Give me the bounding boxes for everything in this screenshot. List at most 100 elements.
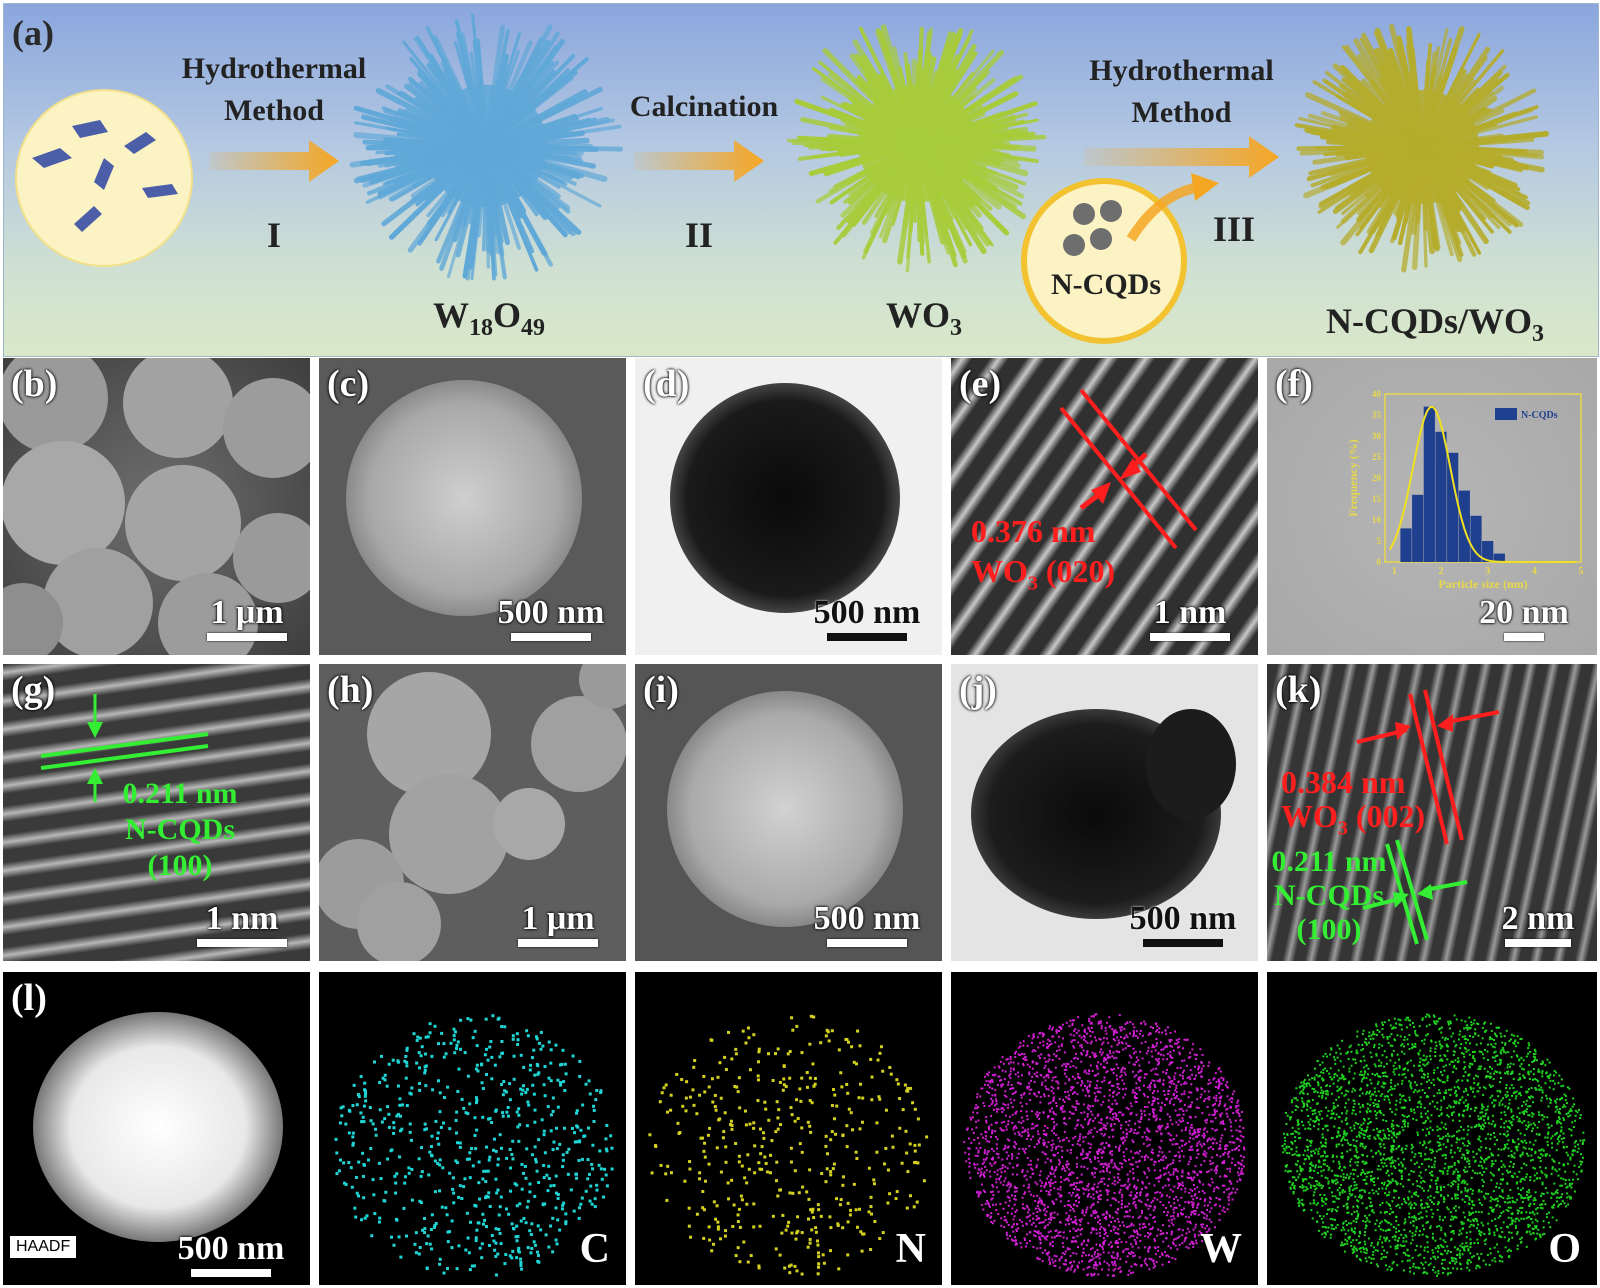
histogram-bar xyxy=(1412,494,1424,562)
arrow-step2 xyxy=(634,140,764,182)
element-label-c: C xyxy=(579,1226,610,1272)
y-tick-label: 30 xyxy=(1372,431,1382,441)
histogram-bar xyxy=(1435,431,1447,562)
scalebar-c: 500 nm xyxy=(486,595,616,641)
y-tick-label: 10 xyxy=(1372,515,1382,525)
panel-label-a: (a) xyxy=(12,13,54,53)
ncqd-wo3-urchin xyxy=(1294,23,1549,273)
arrow-step3 xyxy=(1084,136,1279,178)
panel-label-e: (e) xyxy=(959,363,1002,405)
panel-k: (k) 0.384 nm WO3 (002) 0.211 nm N-CQDs (… xyxy=(1267,664,1597,961)
plane-red-k: WO3 (002) xyxy=(1281,798,1426,840)
haadf-sphere xyxy=(33,1012,283,1242)
scalebar-f: 20 nm xyxy=(1469,595,1579,641)
panel-j: (j) 500 nm xyxy=(951,664,1258,961)
product-wo3: WO3 xyxy=(885,295,962,342)
map-dots-w xyxy=(963,1013,1246,1277)
histogram-bar xyxy=(1400,528,1412,562)
panel-label-g: (g) xyxy=(11,669,56,711)
panel-e: (e) 0.376 nm WO3 (020) 1 nm xyxy=(951,358,1258,655)
panel-label-f: (f) xyxy=(1275,363,1313,405)
y-tick-label: 25 xyxy=(1372,452,1382,462)
map-dots-n xyxy=(648,1014,929,1276)
synthesis-scheme: (a) Hydrothermal Method I W18O49 Calcina… xyxy=(3,3,1599,357)
material-green-k: N-CQDs xyxy=(1274,879,1384,912)
y-tick-label: 0 xyxy=(1377,557,1382,567)
scalebar-h: 1 μm xyxy=(508,901,608,947)
step3-line2: Method xyxy=(1131,96,1232,129)
scalebar-g: 1 nm xyxy=(192,901,292,947)
plane-e: WO3 (020) xyxy=(971,553,1116,595)
y-tick-label: 35 xyxy=(1372,410,1382,420)
x-tick-label: 3 xyxy=(1485,566,1490,577)
sem-clusters-b xyxy=(3,358,310,655)
panel-label-c: (c) xyxy=(327,363,370,405)
x-axis-label: Particle size (nm) xyxy=(1438,577,1527,591)
map-dots-o xyxy=(1281,1013,1586,1277)
step2-roman: II xyxy=(684,215,714,255)
x-tick-label: 5 xyxy=(1579,566,1584,577)
panel-map-o: O xyxy=(1267,972,1597,1285)
step3-line1: Hydrothermal xyxy=(1089,54,1274,87)
sem-sphere-c xyxy=(346,380,582,616)
panel-map-n: N xyxy=(635,972,942,1285)
panel-i: (i) 500 nm xyxy=(635,664,942,961)
scalebar-e: 1 nm xyxy=(1140,595,1240,641)
tem-sphere-d xyxy=(670,383,900,613)
step1-line1: Hydrothermal xyxy=(181,52,367,85)
panel-b: (b) 1 μm xyxy=(3,358,310,655)
arrow-step1 xyxy=(209,140,339,182)
scalebar-i: 500 nm xyxy=(802,901,932,947)
panel-h: (h) 1 μm xyxy=(319,664,626,961)
histogram-bar xyxy=(1423,406,1435,562)
panel-label-l: (l) xyxy=(11,977,47,1019)
map-dots-c xyxy=(334,1014,614,1277)
sem-clusters-h xyxy=(319,664,626,961)
panel-label-h: (h) xyxy=(327,669,374,711)
panel-l: (l) HAADF 500 nm xyxy=(3,972,310,1285)
y-tick-label: 20 xyxy=(1372,473,1382,483)
spacing-g: 0.211 nm xyxy=(122,777,238,810)
ncqd-circle-label: N-CQDs xyxy=(1051,268,1161,301)
y-tick-label: 5 xyxy=(1377,536,1382,546)
panel-label-i: (i) xyxy=(643,669,679,711)
y-axis-label: Frequency (%) xyxy=(1347,439,1360,516)
w18o49-urchin xyxy=(349,13,624,281)
scalebar-j: 500 nm xyxy=(1118,901,1248,947)
lattice-markers-e xyxy=(1059,388,1198,550)
step2-text: Calcination xyxy=(629,90,779,123)
lattice-markers-g xyxy=(40,694,209,802)
panel-label-d: (d) xyxy=(643,363,690,405)
panel-g: (g) 0.211 nm N-CQDs (100) 1 nm xyxy=(3,664,310,961)
plane-g: (100) xyxy=(147,849,213,882)
panel-d: (d) 500 nm xyxy=(635,358,942,655)
scalebar-k: 2 nm xyxy=(1493,901,1583,947)
product-ncqd-wo3: N-CQDs/WO3 xyxy=(1326,301,1544,348)
panel-c: (c) 500 nm xyxy=(319,358,626,655)
step1-text: Hydrothermal Method xyxy=(164,48,384,132)
y-tick-label: 40 xyxy=(1372,389,1382,399)
legend-swatch xyxy=(1495,408,1517,420)
histogram-bar xyxy=(1482,541,1494,562)
legend-label: N-CQDs xyxy=(1521,410,1558,421)
histogram-bar xyxy=(1493,553,1505,562)
panel-map-w: W xyxy=(951,972,1258,1285)
tem-sphere-j xyxy=(971,709,1236,919)
ncqd-circle xyxy=(1021,173,1219,344)
step1-roman: I xyxy=(266,215,281,255)
step1-line2: Method xyxy=(224,94,324,127)
element-label-n: N xyxy=(895,1226,926,1272)
x-tick-label: 1 xyxy=(1392,566,1397,577)
x-tick-label: 2 xyxy=(1439,566,1444,577)
y-tick-label: 15 xyxy=(1372,494,1382,504)
spacing-red-k: 0.384 nm xyxy=(1281,764,1406,800)
scalebar-b: 1 μm xyxy=(202,595,292,641)
step3-roman: III xyxy=(1212,209,1256,249)
histogram-bar xyxy=(1447,452,1459,562)
material-g: N-CQDs xyxy=(125,813,235,846)
spacing-e: 0.376 nm xyxy=(971,513,1096,549)
x-tick-label: 4 xyxy=(1532,566,1537,577)
precursor-circle xyxy=(15,89,193,267)
plane-green-k: (100) xyxy=(1296,913,1362,946)
